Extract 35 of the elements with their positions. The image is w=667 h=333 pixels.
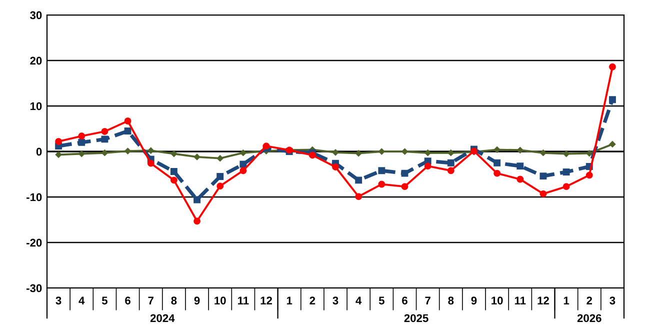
x-tick-label: 9 (471, 296, 477, 304)
text: 2026 (577, 314, 602, 322)
x-tick-label: 3 (332, 296, 338, 305)
x-tick-label: 12 (260, 296, 272, 304)
y-tick-label: -10 (26, 193, 42, 202)
x-tick-label: 7 (148, 296, 154, 304)
x-tick-label: 9 (194, 296, 200, 304)
x-tick-label: 11 (238, 296, 249, 304)
x-tick-label: 4 (78, 296, 85, 304)
x-tick-label: 5 (378, 296, 384, 304)
x-tick-label: 2 (310, 296, 316, 304)
x-tick-label: 10 (214, 296, 226, 304)
y-tick-label: 10 (30, 102, 42, 110)
x-tick-label: 6 (125, 296, 130, 304)
x-tick-label: 4 (356, 296, 362, 304)
x-tick-label: 8 (448, 296, 454, 304)
y-tick-label: -30 (26, 284, 42, 292)
x-tick-label: 6 (402, 296, 408, 304)
x-tick-label: 3 (610, 296, 616, 305)
y-tick-label: -20 (26, 238, 42, 247)
x-tick-label: 12 (538, 296, 549, 304)
text: 2024 (150, 314, 175, 322)
x-tick-label: 7 (425, 296, 430, 304)
y-tick-label: 30 (30, 11, 42, 20)
x-tick-label: 10 (492, 296, 503, 304)
x-tick-label: 11 (514, 296, 526, 304)
y-tick-label: 20 (30, 56, 42, 65)
x-tick-label: 5 (102, 296, 108, 304)
x-tick-label: 1 (564, 296, 570, 304)
text: 2025 (404, 314, 428, 322)
x-tick-label: 2 (586, 296, 592, 304)
x-tick-label: 1 (286, 296, 292, 304)
x-tick-label: 3 (56, 296, 62, 305)
x-tick-label: 8 (171, 296, 177, 304)
y-tick-label: 0 (36, 148, 42, 156)
